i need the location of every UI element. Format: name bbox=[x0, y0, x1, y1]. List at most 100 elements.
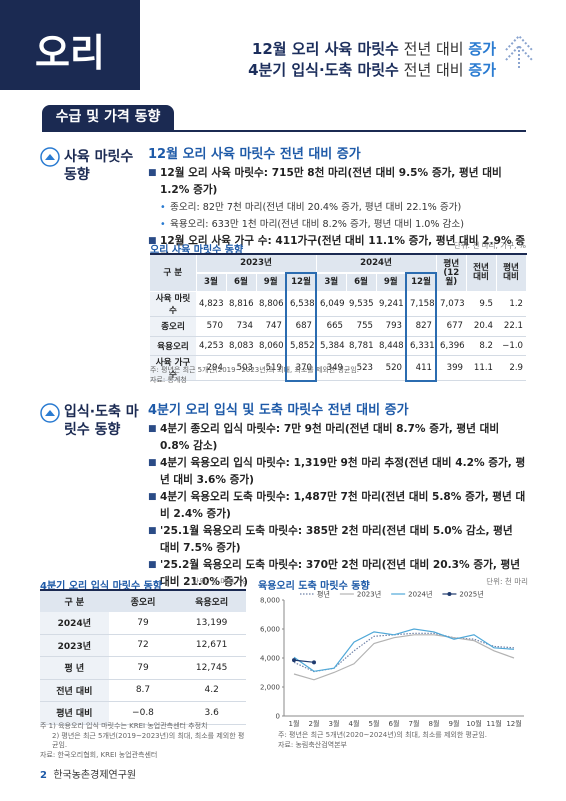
table-cell: 6,049 bbox=[316, 291, 347, 317]
table-cell: 12,671 bbox=[177, 634, 246, 657]
table-cell: 520 bbox=[376, 355, 407, 381]
bullet: 4분기 육용오리 도축 마릿수: 1,487만 7천 마리(전년 대비 5.8%… bbox=[148, 489, 526, 523]
chart-notes: 주: 평년은 최근 5개년(2020~2024년)의 최대, 최소를 제외한 평… bbox=[278, 731, 528, 750]
table-cell: 4,253 bbox=[196, 336, 226, 356]
line-chart: 0 2,000 4,000 6,000 8,000 1월 2월 3월 4월 5월 6월 7월 8월 9월 1… bbox=[260, 590, 524, 728]
header-cell: 구 분 bbox=[150, 254, 197, 292]
table-cell: 9,535 bbox=[346, 291, 377, 317]
table-cell: −0.8 bbox=[108, 701, 178, 725]
sub-bullet: 종오리: 82만 7천 마리(전년 대비 20.4% 증가, 평년 대비 22.… bbox=[148, 199, 526, 216]
header-cell: 9월 bbox=[256, 273, 287, 292]
note: 자료: 통계청 bbox=[150, 375, 187, 384]
table-cell: 1.2 bbox=[496, 291, 527, 317]
headline-part: 전년 대비 bbox=[403, 40, 464, 58]
x-tick-label: 6월 bbox=[389, 719, 400, 728]
header-icon bbox=[505, 34, 533, 70]
table-cell: 6,396 bbox=[436, 336, 467, 356]
table-cell: 평년 대비 bbox=[40, 701, 109, 725]
headline-part: 증가 bbox=[468, 40, 496, 58]
table-cell: 5,852 bbox=[284, 336, 318, 356]
note: 자료: 농림축산검역본부 bbox=[278, 740, 347, 749]
table-row: 평년 대비 −0.8 3.6 bbox=[40, 701, 246, 725]
legend-label: 평년 bbox=[317, 590, 330, 599]
header-cell: 6월 bbox=[346, 273, 377, 292]
header-cell: 종오리 bbox=[108, 590, 178, 612]
section-icon bbox=[40, 147, 60, 167]
legend-label: 2024년 bbox=[408, 590, 432, 599]
x-tick-label: 10월 bbox=[466, 719, 481, 728]
divider bbox=[42, 130, 526, 132]
footer: 2 한국농촌경제연구원 bbox=[40, 766, 136, 781]
table-cell: 8,816 bbox=[226, 291, 256, 317]
bullet: 4분기 육용오리 입식 마릿수: 1,319만 9천 마리 추정(전년 대비 4… bbox=[148, 455, 526, 489]
table-cell: 793 bbox=[376, 316, 407, 337]
note: 2) 평년은 최근 5개년(2019~2023년)의 최대, 최소를 제외한 평… bbox=[52, 731, 245, 750]
table-cell: 종오리 bbox=[150, 316, 196, 337]
page-number: 2 bbox=[40, 770, 47, 781]
table-cell: 5,384 bbox=[316, 336, 347, 356]
table-row: 사육 가구수 294 503 519 370 349 523 520 411 399 11.1 2.9 bbox=[150, 355, 527, 382]
table-cell: 503 bbox=[226, 355, 256, 381]
table-cell: 사육 가구수 bbox=[150, 355, 196, 381]
table-cell: 9.5 bbox=[466, 291, 497, 317]
header-row: 구 분 종오리 육용오리 bbox=[40, 590, 246, 612]
headline: 12월 오리 사육 마릿수 전년 대비 증가 bbox=[252, 38, 496, 59]
table-cell: 2023년 bbox=[40, 634, 109, 657]
table-cell: 677 bbox=[436, 316, 467, 337]
table-cell: 12,745 bbox=[177, 656, 246, 680]
y-tick-label: 2,000 bbox=[260, 684, 280, 692]
table-cell: −1.0 bbox=[496, 336, 527, 356]
header-cell: 2023년 bbox=[196, 254, 317, 274]
point bbox=[312, 660, 316, 665]
header-cell: 2024년 bbox=[316, 254, 437, 274]
x-tick-label: 12월 bbox=[506, 719, 521, 728]
table-row: 육용오리 4,253 8,083 8,060 5,852 5,384 8,781 8,448 6… bbox=[150, 336, 527, 356]
section-heading: 4분기 오리 입식 및 도축 마릿수 전년 대비 증가 bbox=[148, 403, 409, 418]
legend-label: 2023년 bbox=[357, 590, 381, 599]
table-cell: 523 bbox=[346, 355, 377, 381]
bullet: 4분기 종오리 입식 마릿수: 7만 9천 마리(전년 대비 8.7% 증가, … bbox=[148, 421, 526, 455]
table-cell: 747 bbox=[256, 316, 286, 337]
header-cell: 9월 bbox=[376, 273, 407, 292]
table-notes: 주: 평년은 최근 5개년(2019~2023년)의 최대, 최소를 제외한 평… bbox=[150, 366, 526, 385]
table-cell: 2024년 bbox=[40, 612, 109, 635]
x-tick-label: 1월 bbox=[289, 719, 300, 728]
header-cell: 전년 대비 bbox=[466, 254, 497, 292]
legend-label: 2025년 bbox=[459, 590, 483, 599]
table-cell: 8,448 bbox=[376, 336, 407, 356]
header-row: 3월 6월 9월 12월 3월 6월 9월 12월 bbox=[150, 272, 526, 292]
table-unit: 단위: 천 마리, % bbox=[192, 577, 246, 586]
table-cell: 8,806 bbox=[256, 291, 286, 317]
table-row: 사육 마릿수 4,823 8,816 8,806 6,538 6,049 9,535 9,24… bbox=[150, 291, 527, 317]
header-cell: 육용오리 bbox=[177, 590, 246, 612]
point bbox=[292, 658, 296, 663]
x-tick-label: 4월 bbox=[349, 719, 360, 728]
y-tick-label: 0 bbox=[276, 713, 280, 721]
table-cell: 79 bbox=[108, 656, 178, 680]
table-row: 전년 대비 8.7 4.2 bbox=[40, 679, 246, 702]
section-icon bbox=[40, 403, 60, 423]
table-cell: 육용오리 bbox=[150, 336, 196, 356]
table-cell: 22.1 bbox=[496, 316, 527, 337]
table-cell: 72 bbox=[108, 634, 178, 657]
table-cell: 79 bbox=[108, 612, 178, 635]
table-cell: 전년 대비 bbox=[40, 679, 109, 702]
header-cell: 3월 bbox=[316, 273, 347, 292]
bullet: 12월 오리 사육 마릿수: 715만 8천 마리(전년 대비 9.5% 증가,… bbox=[148, 165, 526, 199]
table-cell: 755 bbox=[346, 316, 377, 337]
table-cell: 294 bbox=[196, 355, 226, 381]
table-cell: 11.1 bbox=[466, 355, 497, 381]
header-cell: 평년 대비 bbox=[496, 254, 527, 292]
series-line bbox=[293, 628, 515, 672]
table-unit: 단위: 천 마리, 가구, % bbox=[453, 241, 526, 250]
headline-part: 증가 bbox=[468, 61, 496, 79]
series-line bbox=[293, 659, 315, 663]
section-body: 4분기 오리 입식 및 도축 마릿수 전년 대비 증가 4분기 종오리 입식 마릿… bbox=[148, 402, 526, 591]
table-row: 평 년 79 12,745 bbox=[40, 656, 246, 680]
x-tick-label: 3월 bbox=[329, 719, 340, 728]
x-tick-label: 2월 bbox=[309, 719, 320, 728]
table-cell: 6,538 bbox=[284, 291, 318, 317]
table-cell: 349 bbox=[316, 355, 347, 381]
note: 주 1) 육용오리 입식 마릿수는 KREI 농업관측센터 추정치 bbox=[40, 722, 208, 730]
